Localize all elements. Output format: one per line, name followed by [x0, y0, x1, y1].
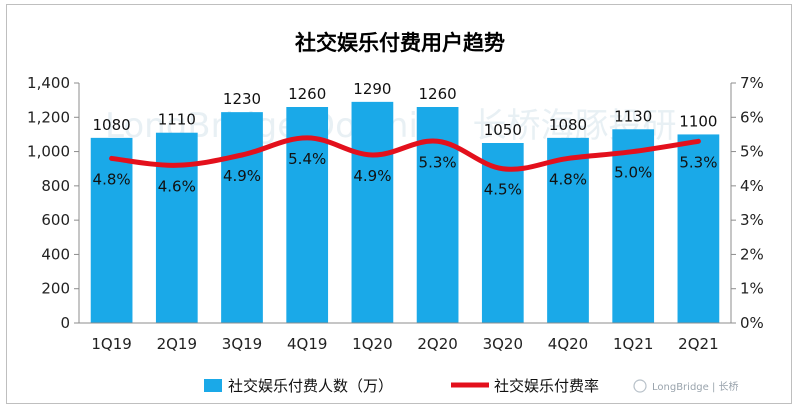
bar-value-label: 1050 — [484, 121, 522, 139]
right-tick-label: 2% — [740, 245, 764, 263]
bar — [612, 129, 655, 323]
line-value-label: 4.6% — [158, 177, 196, 195]
chart-frame: LongBridge Dolphin | 长桥海豚投研 社交娱乐付费用户趋势 0… — [6, 4, 792, 404]
line-value-label: 5.3% — [419, 153, 457, 171]
bar — [155, 132, 198, 323]
bar — [481, 143, 524, 323]
bar — [351, 101, 394, 323]
line-value-label: 4.8% — [549, 170, 587, 188]
right-tick-label: 6% — [740, 108, 764, 126]
category-label: 2Q19 — [157, 335, 197, 353]
category-label: 1Q20 — [352, 335, 392, 353]
bar — [90, 137, 133, 323]
bar-value-label: 1110 — [158, 111, 196, 129]
category-label: 1Q21 — [613, 335, 653, 353]
legend: 社交娱乐付费人数（万） 社交娱乐付费率 — [204, 377, 599, 395]
line-value-label: 5.4% — [288, 150, 326, 168]
left-axis: 0 200 400 600 800 1,000 1,200 1,400 — [27, 74, 80, 332]
bar — [221, 112, 263, 324]
bar-value-label: 1080 — [549, 116, 587, 134]
right-tick-label: 5% — [740, 143, 764, 161]
bar-value-label: 1290 — [353, 80, 391, 98]
bar-series: 1080 1110 1230 1260 1290 1260 1050 1080 1130 1100 — [90, 80, 720, 324]
line-value-label: 4.5% — [484, 181, 522, 199]
bar-value-label: 1130 — [614, 107, 652, 125]
line-value-label: 4.9% — [353, 167, 391, 185]
right-tick-label: 0% — [740, 314, 764, 332]
right-axis: 0% 1% 2% 3% 4% 5% 6% 7% — [730, 74, 764, 332]
left-tick-label: 600 — [41, 211, 70, 229]
brand-logo-icon — [633, 379, 647, 393]
right-tick-label: 4% — [740, 177, 764, 195]
category-label: 4Q20 — [548, 335, 588, 353]
right-tick-label: 3% — [740, 211, 764, 229]
bar — [547, 137, 589, 323]
category-axis: 1Q19 2Q19 3Q19 4Q19 1Q20 2Q20 3Q20 4Q20 1Q21 2Q21 — [79, 322, 731, 353]
category-label: 1Q19 — [91, 335, 131, 353]
line-value-label: 5.3% — [679, 153, 717, 171]
legend-label-bars: 社交娱乐付费人数（万） — [228, 377, 393, 395]
left-tick-label: 400 — [41, 245, 70, 263]
line-value-label: 5.0% — [614, 164, 652, 182]
line-series: 4.8% 4.6% 4.9% 5.4% 4.9% 5.3% 4.5% 4.8% 5.0% 5.3% — [93, 135, 717, 199]
left-tick-label: 0 — [60, 314, 70, 332]
legend-label-line: 社交娱乐付费率 — [494, 377, 599, 395]
category-label: 2Q20 — [417, 335, 457, 353]
bar-value-label: 1260 — [419, 85, 457, 103]
right-tick-label: 7% — [740, 74, 764, 92]
category-label: 3Q19 — [222, 335, 262, 353]
left-tick-label: 1,400 — [27, 74, 70, 92]
bar-value-label: 1080 — [93, 116, 131, 134]
line-value-label: 4.9% — [223, 167, 261, 185]
bar — [286, 107, 329, 323]
left-tick-label: 1,000 — [27, 143, 70, 161]
right-tick-label: 1% — [740, 280, 764, 298]
brand-logo: LongBridge | 长桥 — [633, 379, 739, 393]
combo-chart: LongBridge Dolphin | 长桥海豚投研 社交娱乐付费用户趋势 0… — [27, 31, 764, 395]
bar — [677, 134, 720, 323]
rate-line — [109, 135, 701, 172]
left-tick-label: 200 — [41, 280, 70, 298]
legend-swatch-bars — [204, 379, 222, 392]
bar-value-label: 1230 — [223, 90, 261, 108]
category-label: 2Q21 — [678, 335, 718, 353]
chart-title: 社交娱乐付费用户趋势 — [294, 31, 505, 55]
bar-value-label: 1260 — [288, 85, 326, 103]
category-label: 3Q20 — [483, 335, 523, 353]
brand-logo-text: LongBridge | 长桥 — [652, 381, 739, 393]
line-value-label: 4.8% — [93, 170, 131, 188]
left-tick-label: 800 — [41, 177, 70, 195]
bar-value-label: 1100 — [679, 112, 717, 130]
category-label: 4Q19 — [287, 335, 327, 353]
left-tick-label: 1,200 — [27, 108, 70, 126]
